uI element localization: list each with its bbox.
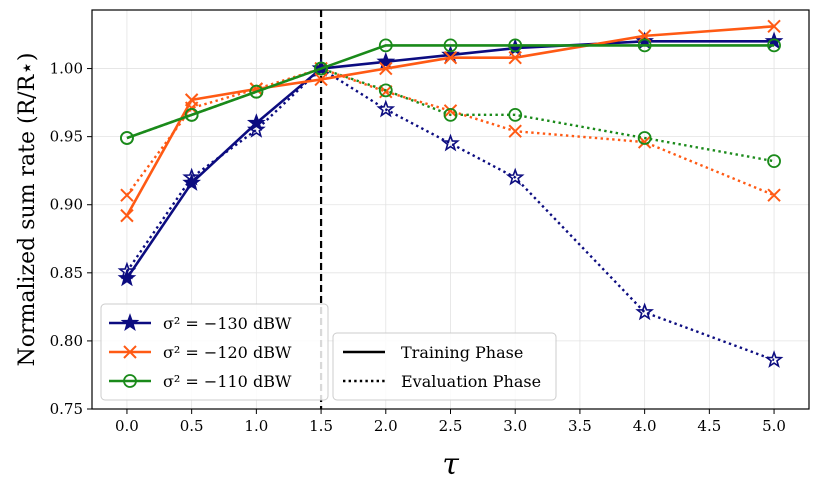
legend-phase-label: Evaluation Phase — [401, 372, 541, 391]
data-point — [376, 51, 396, 70]
data-point — [379, 61, 393, 76]
y-tick-label: 0.95 — [50, 128, 83, 146]
data-point — [635, 302, 654, 321]
series-group — [117, 19, 784, 368]
data-point — [314, 61, 328, 76]
legend-noise-label: σ² = −130 dBW — [163, 314, 292, 333]
x-tick-label: 3.0 — [503, 417, 527, 435]
y-tick-label: 0.85 — [50, 264, 83, 282]
data-point — [764, 350, 784, 368]
data-point — [120, 131, 134, 145]
data-point — [637, 38, 652, 53]
data-point — [376, 99, 396, 118]
data-point — [120, 188, 134, 202]
y-tick-label: 0.90 — [50, 196, 83, 214]
y-tick-label: 0.80 — [50, 332, 83, 350]
data-point — [378, 83, 393, 98]
data-point — [443, 107, 458, 122]
y-tick-label: 1.00 — [50, 60, 83, 78]
series-line — [126, 44, 775, 140]
data-point — [247, 113, 266, 131]
legend-noise-label: σ² = −120 dBW — [163, 343, 292, 362]
data-point — [441, 133, 460, 152]
data-point — [508, 50, 522, 65]
x-axis-ticks: 0.0 0.5 1.0 1.5 2.0 2.5 3.0 3.5 4.0 4.5 5.0 — [115, 409, 786, 435]
y-tick-label: 0.75 — [50, 400, 83, 418]
data-point — [182, 173, 202, 191]
data-point — [249, 84, 264, 99]
x-tick-label: 1.5 — [309, 417, 333, 435]
x-tick-label: 3.5 — [568, 417, 592, 435]
legend-marker — [123, 345, 137, 359]
legend-phases: Training Phase Evaluation Phase — [332, 332, 557, 401]
data-point — [508, 124, 522, 138]
series-training-2 — [120, 38, 781, 145]
data-point — [120, 208, 134, 223]
data-point — [637, 131, 652, 145]
legend-noise-item: σ² = −130 dBW — [109, 313, 292, 333]
legend-phase-box — [332, 332, 557, 401]
legend-phase-item: Evaluation Phase — [343, 372, 541, 391]
data-point — [184, 107, 199, 122]
x-tick-label: 4.0 — [633, 417, 657, 435]
series-line — [125, 67, 775, 197]
legend-phase-label: Training Phase — [401, 343, 523, 362]
x-tick-label: 5.0 — [762, 417, 786, 435]
data-point — [767, 38, 781, 53]
data-point — [184, 93, 199, 107]
x-tick-label: 4.5 — [697, 417, 721, 435]
data-point — [767, 154, 781, 169]
y-axis-ticks: 0.75 0.80 0.85 0.90 0.95 1.00 — [50, 60, 92, 418]
x-tick-label: 2.5 — [439, 417, 463, 435]
data-point — [505, 167, 525, 186]
legend-marker — [120, 313, 140, 331]
y-axis-label: Normalized sum rate (R/R⋆) — [15, 52, 40, 366]
x-tick-label: 2.0 — [374, 417, 398, 435]
series-line — [126, 67, 775, 163]
data-point — [508, 107, 523, 122]
data-point — [767, 19, 781, 34]
legend-noise-label: σ² = −110 dBW — [163, 372, 292, 391]
data-point — [508, 38, 523, 53]
data-point — [314, 72, 328, 87]
legend-marker — [123, 374, 137, 388]
data-point — [443, 38, 458, 53]
x-tick-label: 1.0 — [244, 417, 268, 435]
x-axis-label: τ — [442, 447, 459, 482]
data-point — [767, 188, 781, 202]
legend-noise-levels: σ² = −130 dBW σ² = −120 dBW σ² = −110 dBW — [100, 303, 329, 401]
data-point — [443, 50, 458, 65]
legend-phase-item: Training Phase — [343, 343, 523, 362]
data-point — [117, 268, 137, 287]
x-tick-label: 0.0 — [115, 417, 139, 435]
x-tick-label: 0.5 — [180, 417, 204, 435]
legend-noise-box — [100, 303, 329, 401]
data-point — [443, 104, 458, 118]
legend-noise-item: σ² = −120 dBW — [109, 343, 292, 362]
legend-noise-item: σ² = −110 dBW — [109, 372, 292, 391]
data-point — [378, 38, 393, 53]
